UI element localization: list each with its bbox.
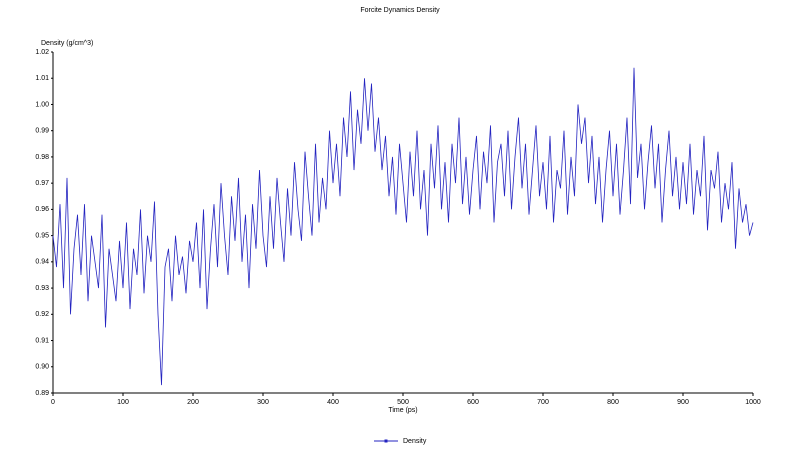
legend-label: Density [403,438,427,445]
y-tick-label: 0.89 [35,390,49,397]
chart-title: Forcite Dynamics Density [360,7,440,14]
y-tick-label: 0.91 [35,337,49,344]
y-tick-label: 0.99 [35,128,49,135]
y-tick-label: 0.92 [35,311,49,318]
x-tick-label: 400 [327,399,339,406]
y-tick-label: 0.97 [35,180,49,187]
y-tick-label: 0.93 [35,285,49,292]
legend: Density [374,438,427,445]
x-tick-label: 300 [257,399,269,406]
y-tick-label: 0.96 [35,206,49,213]
x-tick-label: 600 [467,399,479,406]
y-tick-label: 0.90 [35,364,49,371]
x-tick-label: 200 [187,399,199,406]
x-tick-label: 1000 [745,399,761,406]
x-tick-label: 900 [677,399,689,406]
y-tick-label: 0.95 [35,232,49,239]
x-tick-label: 700 [537,399,549,406]
y-axis-label: Density (g/cm^3) [41,40,93,47]
y-tick-label: 0.98 [35,154,49,161]
y-tick-label: 0.94 [35,259,49,266]
y-tick-label: 1.01 [35,75,49,82]
x-tick-label: 100 [117,399,129,406]
x-tick-label: 500 [397,399,409,406]
x-tick-label: 0 [51,399,55,406]
x-axis-label: Time (ps) [388,407,417,414]
x-tick-label: 800 [607,399,619,406]
data-line [52,67,754,386]
y-tick-label: 1.02 [35,49,49,56]
legend-marker [384,439,388,443]
y-tick-label: 1.00 [35,101,49,108]
